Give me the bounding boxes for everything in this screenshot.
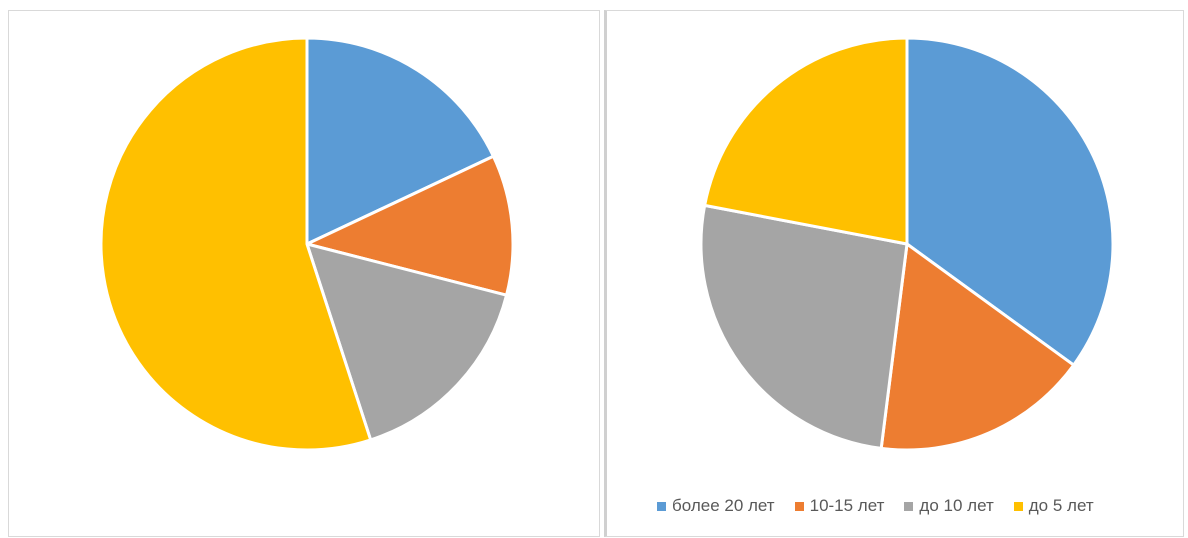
legend-swatch-icon (1013, 501, 1023, 511)
legend-label: более 20 лет (672, 496, 775, 515)
chart-legend: более 20 лет 10-15 лет до 10 лет до 5 ле… (657, 496, 1094, 516)
pie-right-slice-1 (879, 242, 1076, 452)
pie-left-slice-2 (305, 242, 509, 442)
legend-label: до 10 лет (919, 496, 994, 515)
legend-item: до 5 лет (1013, 496, 1094, 516)
pie-right-slice-3 (703, 36, 909, 246)
pie-left-slice-1 (305, 154, 515, 297)
pie-left-slice-3 (99, 36, 373, 452)
chart-panel-right: более 20 лет 10-15 лет до 10 лет до 5 ле… (604, 10, 1184, 537)
chart-panel-left (8, 10, 600, 537)
legend-swatch-icon (794, 501, 804, 511)
legend-item: более 20 лет (657, 496, 775, 516)
pie-left-slice-0 (305, 36, 495, 246)
legend-label: 10-15 лет (809, 496, 885, 515)
legend-item: 10-15 лет (794, 496, 885, 516)
pie-right-slice-2 (699, 203, 909, 450)
pie-right-slice-0 (905, 36, 1115, 367)
legend-item: до 10 лет (904, 496, 994, 516)
pie-chart-left (99, 36, 515, 452)
pie-chart-right (699, 36, 1115, 452)
legend-label: до 5 лет (1028, 496, 1094, 515)
legend-swatch-icon (904, 501, 914, 511)
legend-swatch-icon (657, 501, 666, 511)
